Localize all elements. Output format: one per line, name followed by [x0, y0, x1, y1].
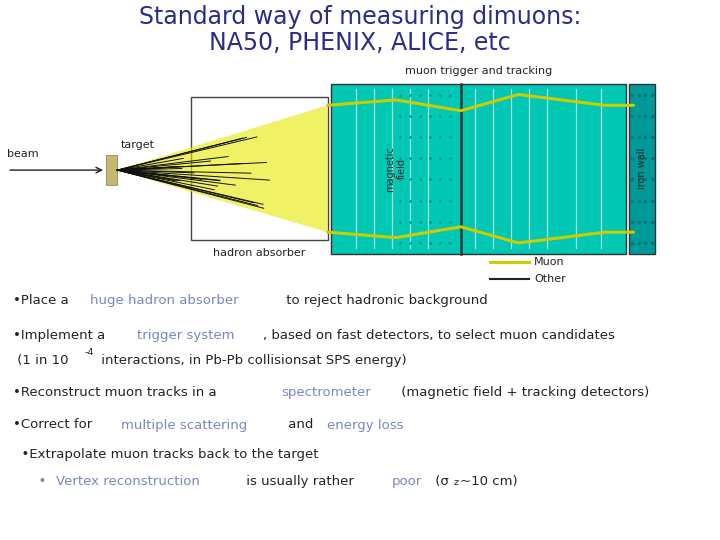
- Text: magnetic
field: magnetic field: [385, 146, 407, 192]
- Bar: [629, 84, 655, 254]
- Text: iron wall: iron wall: [637, 148, 647, 190]
- Text: , based on fast detectors, to select muon candidates: , based on fast detectors, to select muo…: [264, 329, 615, 342]
- Bar: [191, 97, 328, 240]
- Bar: [106, 155, 117, 185]
- Text: •Correct for: •Correct for: [13, 418, 96, 431]
- Text: beam: beam: [7, 149, 39, 159]
- Text: hadron absorber: hadron absorber: [213, 248, 305, 259]
- Text: z: z: [454, 478, 459, 488]
- Text: NA50, PHENIX, ALICE, etc: NA50, PHENIX, ALICE, etc: [209, 31, 511, 55]
- Text: and: and: [284, 418, 318, 431]
- Text: •Place a: •Place a: [13, 294, 73, 307]
- Text: •Implement a: •Implement a: [13, 329, 109, 342]
- Text: poor: poor: [392, 475, 422, 488]
- Text: Standard way of measuring dimuons:: Standard way of measuring dimuons:: [139, 5, 581, 29]
- Text: ~10 cm): ~10 cm): [460, 475, 518, 488]
- Text: •Extrapolate muon tracks back to the target: •Extrapolate muon tracks back to the tar…: [13, 448, 318, 461]
- Text: Muon: Muon: [534, 257, 565, 267]
- Text: -4: -4: [84, 348, 94, 357]
- Text: Other: Other: [534, 274, 566, 284]
- Text: •Reconstruct muon tracks in a: •Reconstruct muon tracks in a: [13, 386, 221, 399]
- Bar: [331, 84, 626, 254]
- Text: muon trigger and tracking: muon trigger and tracking: [405, 65, 552, 76]
- Text: •: •: [13, 475, 46, 488]
- Text: energy loss: energy loss: [327, 418, 403, 431]
- Text: trigger system: trigger system: [138, 329, 235, 342]
- Text: is usually rather: is usually rather: [242, 475, 358, 488]
- Text: multiple scattering: multiple scattering: [121, 418, 247, 431]
- Text: (magnetic field + tracking detectors): (magnetic field + tracking detectors): [397, 386, 649, 399]
- Text: (1 in 10: (1 in 10: [13, 354, 68, 367]
- Text: Vertex reconstruction: Vertex reconstruction: [56, 475, 200, 488]
- Text: (σ: (σ: [431, 475, 449, 488]
- Text: target: target: [120, 140, 154, 150]
- Text: huge hadron absorber: huge hadron absorber: [91, 294, 239, 307]
- Polygon shape: [117, 105, 328, 232]
- Text: spectrometer: spectrometer: [282, 386, 371, 399]
- Text: to reject hadronic background: to reject hadronic background: [282, 294, 488, 307]
- Text: interactions, in Pb-Pb collisionsat SPS energy): interactions, in Pb-Pb collisionsat SPS …: [96, 354, 406, 367]
